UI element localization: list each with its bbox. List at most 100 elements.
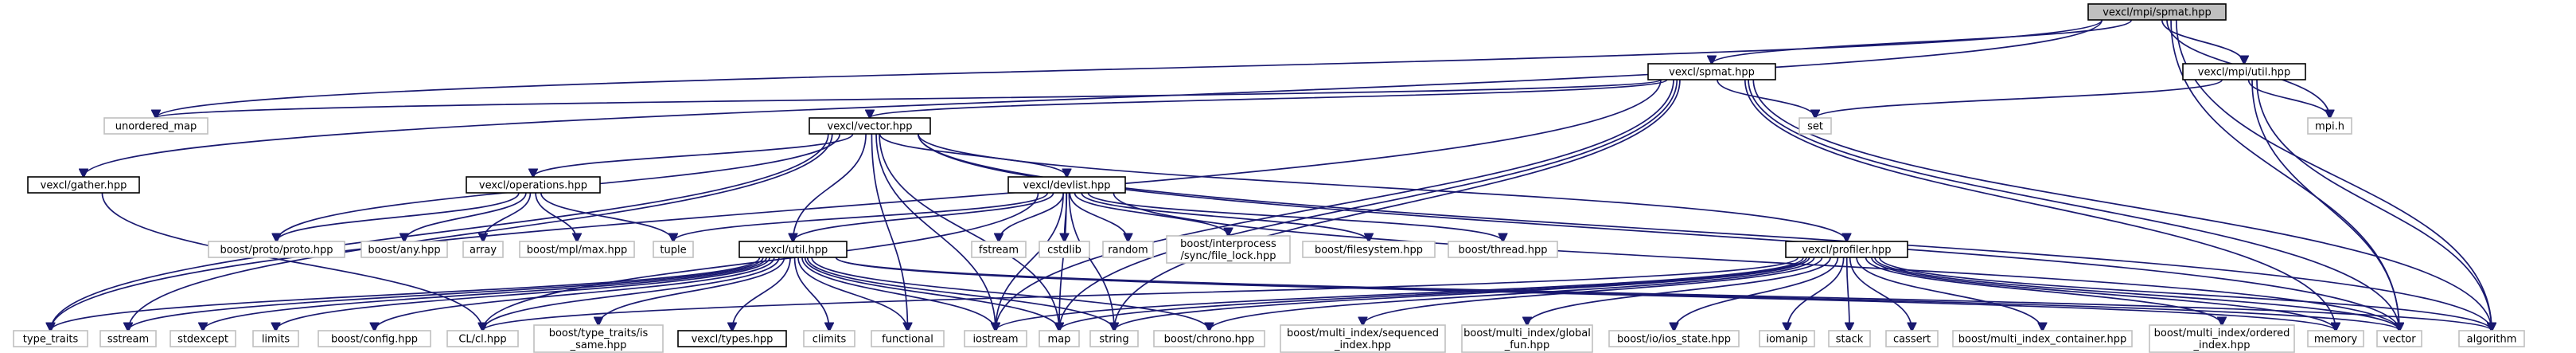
- node-profiler[interactable]: vexcl/profiler.hpp: [1785, 241, 1908, 258]
- node-label: boost/any.hpp: [368, 245, 440, 257]
- edge-devlist-to-vector: [1113, 192, 2399, 331]
- node-box: [1166, 235, 1291, 264]
- edge-spmat-to-set: [1717, 79, 1815, 118]
- node-label: boost/chrono.hpp: [1164, 334, 1255, 346]
- node-chrono: boost/chrono.hpp: [1153, 330, 1265, 347]
- node-label: boost/config.hpp: [331, 334, 418, 346]
- node-is-same: boost/type_traits/is_same.hpp: [533, 324, 664, 353]
- edge-util-to-types: [732, 257, 791, 331]
- node-operations[interactable]: vexcl/operations.hpp: [466, 176, 601, 194]
- node-gather[interactable]: vexcl/gather.hpp: [27, 176, 140, 194]
- node-box: [1885, 330, 1939, 347]
- edge-spmat-to-memory: [1744, 79, 2336, 331]
- node-label: tuple: [660, 245, 686, 257]
- node-global-fun: boost/multi_index/global_fun.hpp: [1461, 324, 1593, 353]
- edge-devlist-to-filesystem: [1081, 192, 1369, 241]
- edge-gather-to-cl_hpp: [101, 192, 482, 331]
- edge-util-to-config: [375, 257, 775, 331]
- node-box: [739, 241, 848, 258]
- node-label: vexcl/mpi/spmat.hpp: [2102, 7, 2212, 19]
- node-sequenced: boost/multi_index/sequenced_index.hpp: [1280, 324, 1446, 353]
- node-memory: memory: [2307, 330, 2364, 347]
- node-box: [1280, 324, 1446, 353]
- node-devlist[interactable]: vexcl/devlist.hpp: [1007, 176, 1126, 194]
- node-box: [1302, 241, 1436, 258]
- edge-devlist-to-string: [1068, 192, 1114, 331]
- node-fstream: fstream: [971, 241, 1027, 258]
- node-util[interactable]: vexcl/util.hpp: [739, 241, 848, 258]
- edge-util-to-cl_hpp: [483, 257, 780, 331]
- node-box: [1089, 330, 1139, 347]
- node-limits: limits: [252, 330, 299, 347]
- node-types[interactable]: vexcl/types.hpp: [677, 330, 787, 347]
- node-box: [2149, 324, 2295, 353]
- edge-profiler-to-string: [1114, 257, 1810, 331]
- node-label: _index.hpp: [1334, 339, 1391, 351]
- node-label: vexcl/devlist.hpp: [1023, 180, 1111, 192]
- edge-devlist-to-util: [793, 192, 1054, 241]
- edge-root-to-spmat: [1712, 19, 2133, 64]
- node-label: boost/multi_index/ordered: [2154, 328, 2290, 339]
- edge-vector_hpp-to-map: [879, 133, 1059, 331]
- node-label: limits: [262, 334, 290, 346]
- edge-root-to-mpi_util: [2161, 19, 2244, 64]
- edge-root-to-unordered_map: [156, 19, 2103, 118]
- node-label: _same.hpp: [570, 339, 627, 351]
- node-box: [1799, 117, 1832, 135]
- node-label: memory: [2314, 334, 2358, 346]
- node-label: vexcl/types.hpp: [692, 334, 774, 346]
- edge-operations-to-mpl_max: [535, 192, 577, 241]
- node-label: boost/type_traits/is: [549, 328, 649, 339]
- node-label: boost/mpl/max.hpp: [527, 245, 628, 257]
- node-random: random: [1102, 241, 1154, 258]
- node-spmat[interactable]: vexcl/spmat.hpp: [1647, 63, 1776, 80]
- node-box: [1007, 176, 1126, 194]
- node-label: array: [470, 245, 497, 257]
- node-label: stack: [1836, 334, 1864, 346]
- node-vector: vector: [2376, 330, 2422, 347]
- node-cl-hpp: CL/cl.hpp: [446, 330, 519, 347]
- edge-profiler-to-chrono: [1210, 257, 1815, 331]
- node-box: [677, 330, 787, 347]
- node-mpi-util[interactable]: vexcl/mpi/util.hpp: [2182, 63, 2306, 80]
- node-ios-state: boost/io/ios_state.hpp: [1608, 330, 1740, 347]
- node-box: [1647, 63, 1776, 80]
- edge-root-to-gather: [84, 19, 2103, 177]
- node-box: [446, 330, 519, 347]
- node-algorithm: algorithm: [2458, 330, 2525, 347]
- node-label: vexcl/spmat.hpp: [1669, 67, 1755, 79]
- node-label: algorithm: [2467, 334, 2517, 346]
- edge-profiler-to-map: [1059, 257, 1807, 331]
- node-root[interactable]: vexcl/mpi/spmat.hpp: [2087, 3, 2227, 21]
- edge-util-to-type_traits: [51, 257, 761, 331]
- node-cassert: cassert: [1885, 330, 1939, 347]
- node-vector-hpp[interactable]: vexcl/vector.hpp: [809, 117, 931, 135]
- edge-vector_hpp-to-functional: [871, 133, 907, 331]
- edge-profiler-to-mi_container: [1856, 257, 2042, 331]
- node-box: [809, 117, 931, 135]
- node-box: [1039, 330, 1080, 347]
- node-proto: boost/proto/proto.hpp: [208, 241, 345, 258]
- node-label: vexcl/profiler.hpp: [1802, 245, 1891, 257]
- node-label: boost/filesystem.hpp: [1315, 245, 1423, 257]
- node-tuple: tuple: [653, 241, 694, 258]
- node-label: vector: [2383, 334, 2416, 346]
- node-label: vexcl/operations.hpp: [479, 180, 587, 192]
- node-box: [1952, 330, 2133, 347]
- node-array: array: [462, 241, 504, 258]
- edge-vector_hpp-to-util: [793, 133, 867, 241]
- node-box: [871, 330, 945, 347]
- node-mpl-max: boost/mpl/max.hpp: [519, 241, 635, 258]
- node-label: _index.hpp: [2193, 339, 2251, 351]
- edge-profiler-to-sequenced: [1363, 257, 1823, 325]
- edge-profiler-to-ios_state: [1674, 257, 1839, 331]
- node-string: string: [1089, 330, 1139, 347]
- node-label: vexcl/gather.hpp: [41, 180, 127, 192]
- node-box: [1461, 324, 1593, 353]
- node-label: boost/proto/proto.hpp: [220, 245, 333, 257]
- node-mpi-h: mpi.h: [2307, 117, 2352, 135]
- node-label: cassert: [1893, 334, 1931, 346]
- edge-util-to-functional: [797, 257, 908, 331]
- edge-vector_hpp-to-devlist: [879, 133, 1067, 177]
